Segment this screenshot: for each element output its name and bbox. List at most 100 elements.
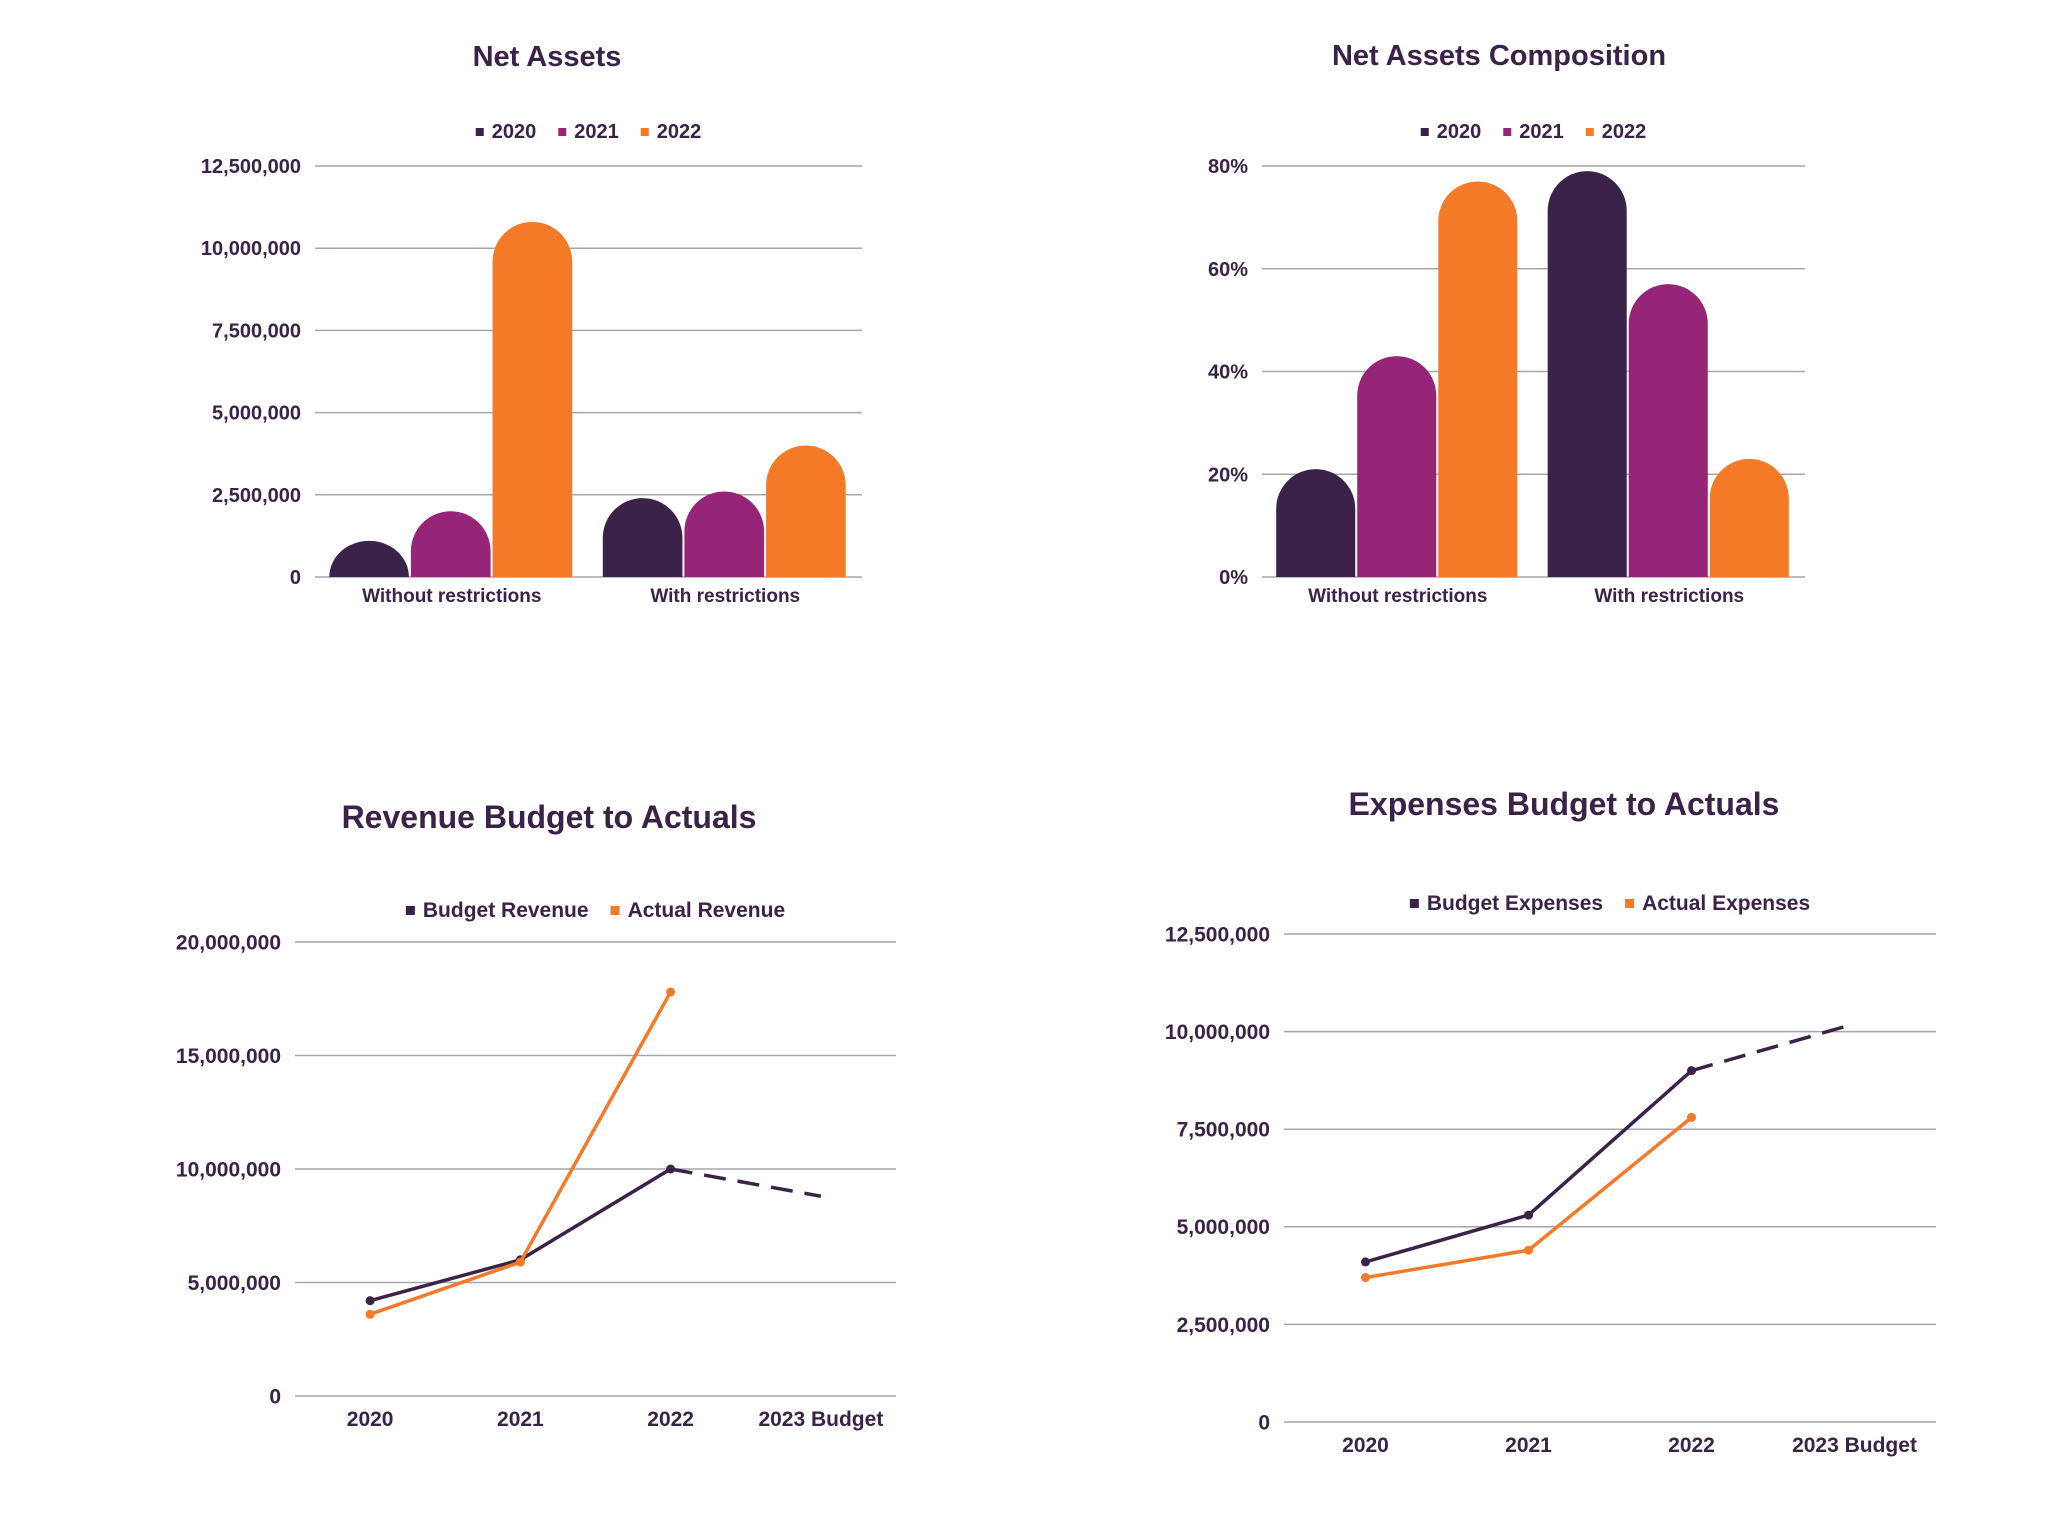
- bar-2021: [684, 491, 765, 577]
- legend-swatch: [1503, 128, 1512, 136]
- legend-swatch: [475, 128, 484, 136]
- legend-label: Budget Revenue: [423, 899, 589, 922]
- legend-label: 2022: [657, 121, 702, 143]
- y-tick-label: 20%: [1208, 464, 1248, 486]
- legend-label: Actual Expenses: [1642, 892, 1810, 915]
- y-tick-label: 12,500,000: [1165, 923, 1270, 946]
- y-tick-label: 5,000,000: [188, 1272, 281, 1295]
- chart-title: Revenue Budget to Actuals: [342, 799, 757, 835]
- y-tick-label: 0%: [1219, 567, 1248, 589]
- category-label: 2021: [1505, 1434, 1552, 1457]
- y-tick-label: 5,000,000: [1177, 1216, 1270, 1239]
- legend-swatch: [1409, 899, 1419, 908]
- y-tick-label: 10,000,000: [1165, 1021, 1270, 1044]
- legend-label: Budget Expenses: [1427, 892, 1603, 915]
- net-assets-svg: Net Assets 0 2,500,000 5,000,000 7,500,000 10…: [201, 41, 862, 607]
- bar-2020: [1547, 171, 1627, 577]
- legend-item: 2021: [558, 121, 619, 143]
- net-assets-chart: Net Assets 0 2,500,000 5,000,000 7,500,000 10…: [0, 0, 1024, 766]
- bar-2022: [1709, 458, 1789, 577]
- legend: 2020 2021 2022: [1420, 121, 1647, 143]
- point-Actual Expenses: [1361, 1273, 1370, 1283]
- category-label: Without restrictions: [1308, 586, 1487, 607]
- point-Budget Expenses: [1524, 1210, 1533, 1220]
- point-Actual Revenue: [365, 1309, 375, 1319]
- y-tick-label: 0: [1258, 1411, 1270, 1434]
- category-label: 2023 Budget: [1792, 1434, 1917, 1457]
- point-Actual Revenue: [515, 1257, 525, 1267]
- y-tick-label: 5,000,000: [212, 403, 301, 425]
- chart-title: Net Assets: [473, 41, 622, 73]
- line-Budget Revenue: [369, 1167, 672, 1303]
- y-tick-label: 60%: [1208, 259, 1248, 281]
- point-Actual Expenses: [1687, 1112, 1696, 1122]
- category-label: 2023 Budget: [758, 1408, 883, 1431]
- category-label: 2021: [497, 1408, 544, 1431]
- legend-item: 2020: [1420, 121, 1482, 143]
- y-tick-label: 15,000,000: [176, 1045, 281, 1068]
- y-tick-label: 0: [290, 567, 301, 589]
- line-dashed-Budget Revenue: [670, 1167, 822, 1198]
- legend-item: 2020: [475, 121, 537, 143]
- legend-swatch: [1420, 128, 1429, 136]
- legend-swatch: [1585, 128, 1594, 136]
- y-tick-label: 10,000,000: [201, 238, 301, 260]
- y-tick-label: 2,500,000: [212, 485, 301, 507]
- revenue-budget-chart: Revenue Budget to Actuals 0 5,000,000 10,00…: [0, 766, 1024, 1532]
- bar-2020: [602, 498, 683, 577]
- y-tick-label: 20,000,000: [176, 931, 281, 954]
- chart-title: Net Assets Composition: [1332, 40, 1666, 72]
- legend-label: 2020: [492, 121, 537, 143]
- point-Actual Revenue: [666, 987, 676, 997]
- expenses-budget-chart: Expenses Budget to Actuals 0 2,500,000 5,00…: [1024, 766, 2048, 1532]
- legend-label: 2020: [1437, 121, 1482, 143]
- point-Budget Revenue: [666, 1164, 676, 1174]
- legend-item: Budget Expenses: [1409, 892, 1603, 915]
- legend: Budget Expenses Actual Expenses: [1409, 892, 1810, 915]
- bar-2021: [1628, 284, 1708, 577]
- legend-item: 2021: [1503, 121, 1564, 143]
- legend: 2020 2021 2022: [475, 121, 702, 143]
- y-tick-label: 7,500,000: [1177, 1119, 1270, 1142]
- bar-2022: [766, 445, 846, 577]
- bar-2020: [1276, 469, 1356, 577]
- point-Budget Expenses: [1361, 1257, 1370, 1267]
- category-label: 2022: [1668, 1434, 1715, 1457]
- revenue-budget-svg: Revenue Budget to Actuals 0 5,000,000 10,00…: [176, 799, 896, 1431]
- legend-swatch: [558, 128, 567, 136]
- bar-2022: [1438, 181, 1518, 577]
- y-tick-label: 40%: [1208, 362, 1248, 384]
- y-tick-label: 10,000,000: [176, 1158, 281, 1181]
- expenses-budget-svg: Expenses Budget to Actuals 0 2,500,000 5,00…: [1165, 786, 1936, 1457]
- category-label: 2020: [347, 1408, 394, 1431]
- category-label: With restrictions: [650, 586, 800, 607]
- legend: Budget Revenue Actual Revenue: [405, 899, 786, 922]
- line-dashed-Budget Expenses: [1691, 1022, 1855, 1073]
- legend-item: Actual Expenses: [1625, 892, 1810, 915]
- y-tick-label: 0: [269, 1385, 281, 1408]
- legend-label: Actual Revenue: [628, 899, 786, 922]
- y-tick-label: 7,500,000: [212, 320, 301, 342]
- legend-label: 2021: [1519, 121, 1564, 143]
- y-tick-label: 12,500,000: [201, 156, 301, 178]
- line-Budget Expenses: [1365, 1069, 1693, 1264]
- chart-title: Expenses Budget to Actuals: [1349, 786, 1780, 822]
- point-Actual Expenses: [1524, 1245, 1533, 1255]
- category-label: Without restrictions: [362, 586, 541, 607]
- legend-item: 2022: [1585, 121, 1647, 143]
- net-assets-composition-chart: Net Assets Composition 0% 20% 40% 60% 80% 2020…: [1024, 0, 2048, 766]
- bar-2020: [329, 540, 409, 577]
- category-label: 2020: [1342, 1434, 1389, 1457]
- legend-swatch: [640, 128, 649, 136]
- legend-item: Actual Revenue: [610, 899, 786, 922]
- legend-label: 2022: [1602, 121, 1647, 143]
- bar-2021: [410, 511, 491, 577]
- legend-label: 2021: [574, 121, 619, 143]
- point-Budget Revenue: [365, 1296, 375, 1306]
- y-tick-label: 2,500,000: [1177, 1314, 1270, 1337]
- point-Budget Expenses: [1687, 1066, 1696, 1076]
- bar-2021: [1357, 356, 1437, 577]
- legend-swatch: [1625, 899, 1635, 908]
- y-tick-label: 80%: [1208, 156, 1248, 178]
- category-label: 2022: [647, 1408, 694, 1431]
